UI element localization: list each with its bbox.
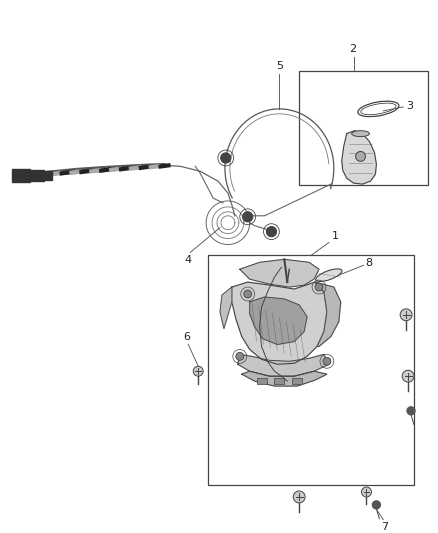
- Circle shape: [293, 491, 305, 503]
- Polygon shape: [342, 131, 376, 184]
- Circle shape: [402, 370, 414, 382]
- Bar: [299, 71, 428, 185]
- Circle shape: [323, 357, 331, 365]
- Text: 4: 4: [185, 255, 192, 265]
- Bar: [12, 169, 30, 182]
- Circle shape: [361, 487, 371, 497]
- Text: 1: 1: [332, 231, 339, 240]
- Circle shape: [244, 290, 252, 298]
- Bar: [292, 378, 302, 384]
- Circle shape: [236, 352, 244, 360]
- Circle shape: [221, 153, 231, 163]
- Text: 5: 5: [276, 61, 283, 71]
- Circle shape: [356, 151, 365, 161]
- Bar: [30, 170, 44, 181]
- Polygon shape: [232, 282, 327, 364]
- Bar: [208, 255, 414, 485]
- Circle shape: [243, 212, 253, 222]
- Bar: [275, 378, 284, 384]
- Polygon shape: [315, 282, 341, 346]
- Bar: [257, 378, 266, 384]
- Circle shape: [315, 283, 323, 291]
- Circle shape: [407, 407, 415, 415]
- Bar: [42, 171, 52, 180]
- Ellipse shape: [352, 131, 370, 136]
- Text: 6: 6: [183, 332, 190, 342]
- Text: 7: 7: [381, 522, 388, 532]
- Text: 3: 3: [406, 101, 413, 111]
- Polygon shape: [238, 354, 329, 376]
- Polygon shape: [250, 297, 307, 344]
- Ellipse shape: [316, 269, 342, 281]
- Text: 8: 8: [365, 259, 373, 268]
- Text: 2: 2: [349, 44, 356, 54]
- Polygon shape: [240, 260, 319, 287]
- Circle shape: [266, 227, 276, 237]
- Circle shape: [400, 309, 412, 321]
- Circle shape: [193, 366, 203, 376]
- Polygon shape: [220, 287, 232, 329]
- Polygon shape: [242, 371, 327, 386]
- Circle shape: [372, 501, 380, 509]
